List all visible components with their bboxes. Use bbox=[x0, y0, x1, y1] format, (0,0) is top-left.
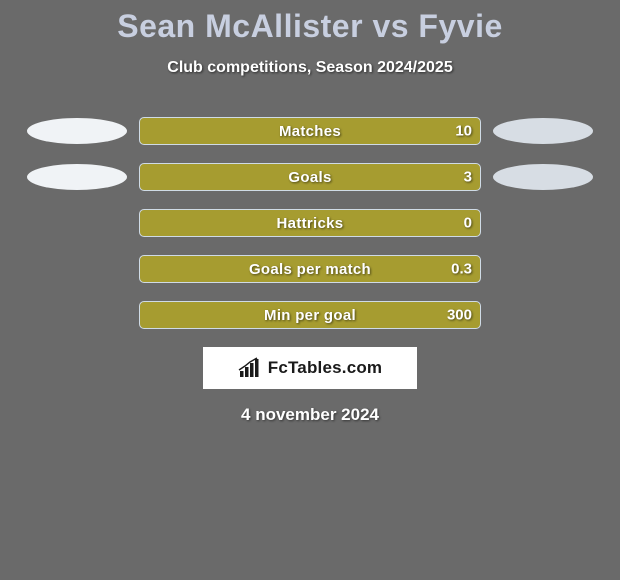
date-text: 4 november 2024 bbox=[0, 405, 620, 425]
spacer bbox=[493, 256, 593, 282]
stat-value: 0.3 bbox=[451, 261, 472, 278]
stat-row: Matches 10 bbox=[0, 117, 620, 145]
stat-value: 300 bbox=[447, 307, 472, 324]
stat-label: Matches bbox=[279, 123, 341, 140]
stat-label: Goals per match bbox=[249, 261, 371, 278]
player-left-marker bbox=[27, 118, 127, 144]
spacer bbox=[27, 210, 127, 236]
stat-value: 0 bbox=[464, 215, 472, 232]
stat-bar: Matches 10 bbox=[139, 117, 481, 145]
spacer bbox=[27, 302, 127, 328]
brand-logo: FcTables.com bbox=[238, 357, 383, 379]
stat-row: Min per goal 300 bbox=[0, 301, 620, 329]
spacer bbox=[493, 302, 593, 328]
comparison-card: Sean McAllister vs Fyvie Club competitio… bbox=[0, 0, 620, 580]
stat-bar: Min per goal 300 bbox=[139, 301, 481, 329]
stat-row: Hattricks 0 bbox=[0, 209, 620, 237]
stat-bar: Goals per match 0.3 bbox=[139, 255, 481, 283]
player-left-marker bbox=[27, 164, 127, 190]
stat-value: 3 bbox=[464, 169, 472, 186]
player-right-marker bbox=[493, 118, 593, 144]
spacer bbox=[493, 210, 593, 236]
subtitle: Club competitions, Season 2024/2025 bbox=[0, 59, 620, 77]
stat-bar: Hattricks 0 bbox=[139, 209, 481, 237]
bars-icon bbox=[238, 357, 264, 379]
stat-label: Goals bbox=[288, 169, 331, 186]
stat-label: Min per goal bbox=[264, 307, 356, 324]
stat-row: Goals 3 bbox=[0, 163, 620, 191]
stat-bar: Goals 3 bbox=[139, 163, 481, 191]
brand-badge: FcTables.com bbox=[203, 347, 417, 389]
stat-row: Goals per match 0.3 bbox=[0, 255, 620, 283]
spacer bbox=[27, 256, 127, 282]
title: Sean McAllister vs Fyvie bbox=[0, 0, 620, 45]
stat-value: 10 bbox=[455, 123, 472, 140]
player-right-marker bbox=[493, 164, 593, 190]
stats-rows: Matches 10 Goals 3 Hattricks 0 Goals per match… bbox=[0, 117, 620, 329]
stat-label: Hattricks bbox=[277, 215, 344, 232]
brand-text: FcTables.com bbox=[268, 358, 383, 378]
